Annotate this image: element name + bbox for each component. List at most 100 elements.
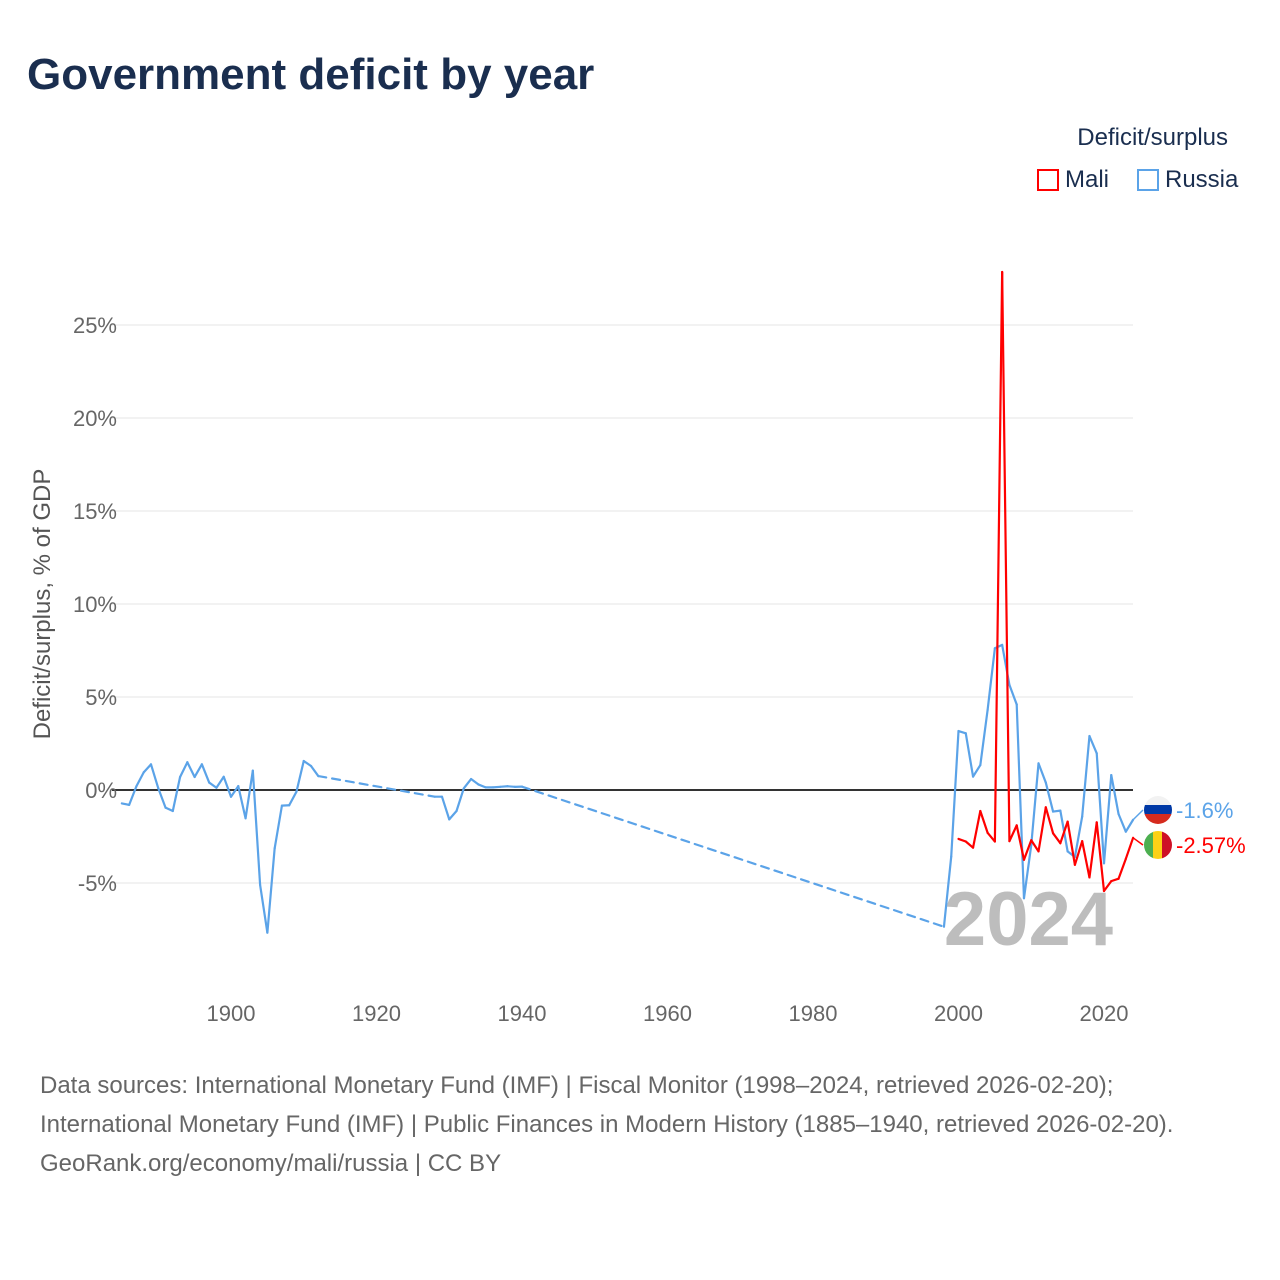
x-tick-label: 1940: [498, 1001, 547, 1026]
series-segment-russia: [477, 783, 487, 789]
series-segment-russia: [979, 708, 989, 767]
series-segment-russia: [1037, 762, 1047, 784]
legend-label-mali: Mali: [1065, 166, 1110, 193]
series-segment-russia: [1044, 781, 1055, 813]
series-segment-russia: [1015, 703, 1026, 900]
series-segment-russia: [149, 763, 160, 790]
y-tick-label: 20%: [73, 406, 117, 431]
x-tick-label: 2020: [1080, 1001, 1129, 1026]
series-segment-mali: [979, 809, 989, 834]
series-segment-mali: [1066, 820, 1077, 866]
legend-swatch-russia: [1137, 169, 1159, 191]
series-segment-russia: [171, 775, 182, 813]
footer: Data sources: International Monetary Fun…: [40, 1066, 1240, 1183]
series-segment-russia: [957, 729, 967, 735]
end-value-label-mali: -2.57%: [1176, 833, 1246, 858]
legend-title: Deficit/surplus: [1077, 124, 1228, 151]
series-segment-russia: [208, 781, 218, 789]
series-segment-russia: [499, 785, 509, 788]
series-segment-mali: [1102, 880, 1113, 893]
y-tick-label: 10%: [73, 592, 117, 617]
series-segment-russia: [164, 806, 174, 813]
series-segment-russia: [266, 847, 276, 934]
credit-link[interactable]: GeoRank.org/economy/mali/russia | CC BY: [40, 1150, 502, 1177]
series-segment-russia: [971, 763, 982, 778]
series-segment-mali: [1030, 839, 1040, 853]
series-segment-russia: [178, 761, 189, 779]
series-segment-russia: [295, 759, 305, 793]
series-segment-russia: [1081, 734, 1091, 818]
series-segment-russia: [317, 774, 436, 798]
series-segment-russia: [157, 787, 167, 809]
series-segment-russia: [186, 761, 196, 779]
series-segment-mali: [1015, 824, 1026, 861]
x-tick-label: 1900: [207, 1001, 256, 1026]
series-segment-russia: [229, 784, 240, 798]
series-segment-mali: [1051, 832, 1062, 845]
legend-item-mali[interactable]: Mali: [1037, 166, 1109, 194]
series-segment-mali: [1117, 857, 1127, 880]
series-segment-russia: [455, 787, 465, 813]
series-segment-russia: [135, 771, 145, 788]
series-segment-mali: [1124, 836, 1135, 860]
series-segment-russia: [1008, 683, 1018, 706]
series-segment-russia: [142, 763, 153, 774]
series-segment-russia: [950, 729, 960, 858]
series-segment-mali: [1008, 824, 1018, 843]
series-segment-russia: [1095, 752, 1106, 865]
series-segment-russia: [200, 763, 211, 784]
series-segment-russia: [1022, 843, 1033, 900]
series-segment-russia: [273, 804, 284, 850]
series-segment-russia: [1088, 734, 1098, 755]
series-segment-russia: [448, 809, 458, 821]
series-segment-mali: [957, 837, 967, 843]
series-segment-mali: [1081, 840, 1091, 879]
series-segment-russia: [520, 785, 946, 928]
series-segment-mali: [1095, 821, 1106, 893]
y-tick-label: 15%: [73, 499, 117, 524]
series-segment-mali: [1022, 839, 1033, 861]
end-connector: [1132, 837, 1144, 846]
series-segment-russia: [469, 777, 480, 786]
chart-title: Government deficit by year: [27, 50, 595, 99]
series-segment-mali: [1088, 821, 1098, 879]
series-segment-mali: [964, 840, 975, 849]
series-segment-russia: [964, 732, 975, 778]
x-tick-label: 1960: [643, 1001, 692, 1026]
series-segment-russia: [120, 802, 131, 806]
mali-flag-icon: [1144, 831, 1172, 859]
y-axis-label: Deficit/surplus, % of GDP: [29, 469, 56, 740]
series-segment-russia: [986, 647, 996, 712]
series-segment-mali: [1059, 820, 1069, 845]
series-segment-mali: [1001, 270, 1011, 843]
series-segment-mali: [1037, 806, 1047, 853]
end-connector: [1132, 809, 1144, 821]
series-segment-mali: [1044, 806, 1055, 835]
russia-flag-icon: [1144, 796, 1172, 824]
series-segment-russia: [1051, 809, 1062, 813]
legend-label-russia: Russia: [1165, 166, 1239, 193]
data-sources: Data sources: International Monetary Fun…: [40, 1072, 1174, 1138]
legend-swatch-mali: [1037, 169, 1059, 191]
y-tick-label: -5%: [78, 871, 117, 896]
series-segment-mali: [971, 809, 982, 849]
series-segment-russia: [942, 855, 953, 928]
series-segment-mali: [1073, 840, 1084, 866]
series-segment-russia: [1030, 762, 1040, 847]
series-segment-russia: [1102, 774, 1113, 865]
year-watermark: 2024: [944, 877, 1113, 962]
series-segment-russia: [440, 795, 451, 821]
series-segment-russia: [244, 769, 254, 820]
legend-item-russia[interactable]: Russia: [1137, 166, 1238, 194]
x-tick-label: 2000: [934, 1001, 983, 1026]
series-segment-russia: [237, 784, 247, 820]
series-segment-russia: [259, 883, 269, 934]
series-segment-russia: [1073, 815, 1084, 859]
series-segment-russia: [1117, 812, 1127, 833]
x-tick-label: 1980: [789, 1001, 838, 1026]
series-segment-russia: [302, 759, 313, 768]
y-tick-label: 0%: [85, 778, 117, 803]
series-segment-mali: [986, 831, 996, 843]
